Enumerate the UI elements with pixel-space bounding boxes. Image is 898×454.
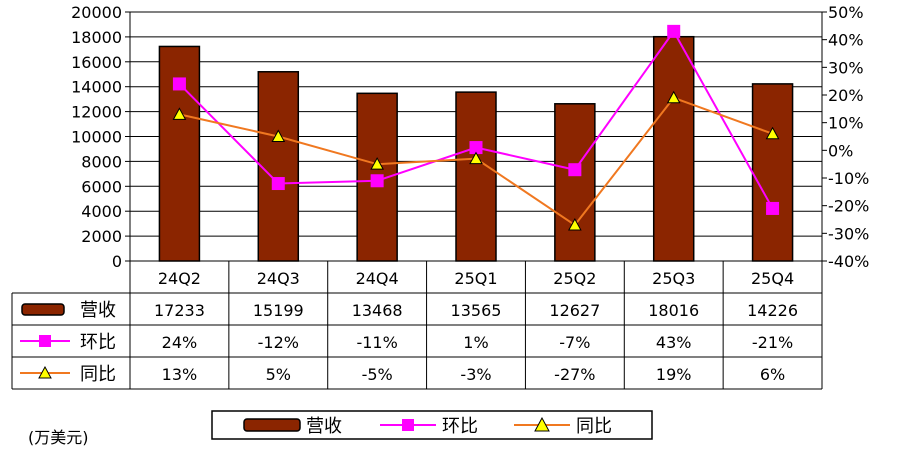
square-marker	[667, 24, 681, 38]
legend-key-marker	[38, 365, 52, 379]
right-tick-label: 30%	[828, 58, 864, 77]
bar	[257, 71, 300, 262]
table-value: 5%	[266, 365, 291, 384]
table-value: 15199	[253, 301, 304, 320]
legend-key-marker	[39, 335, 51, 347]
table-value: 14226	[747, 301, 798, 320]
left-tick-label: 16000	[71, 53, 122, 72]
right-tick-label: 20%	[828, 86, 864, 105]
left-tick-label: 10000	[71, 128, 122, 147]
square-marker	[370, 174, 384, 188]
table-value: -7%	[559, 333, 590, 352]
table-value: -11%	[356, 333, 397, 352]
triangle-marker	[370, 157, 384, 170]
category-label: 25Q4	[751, 269, 794, 288]
table-value: 13468	[352, 301, 403, 320]
table-value: -12%	[258, 333, 299, 352]
triangle-marker	[666, 90, 681, 104]
right-tick-label: -10%	[828, 169, 869, 188]
table-value: 13%	[162, 365, 198, 384]
left-tick-label: 12000	[71, 103, 122, 122]
bar	[652, 35, 695, 262]
right-tick-label: 40%	[828, 31, 864, 50]
left-tick-label: 14000	[71, 78, 122, 97]
triangle-marker	[271, 129, 286, 142]
legend-label: 同比	[576, 416, 612, 437]
table-value: -21%	[752, 333, 793, 352]
table-value: 1%	[463, 333, 488, 352]
triangle-marker	[568, 217, 582, 231]
left-tick-label: 4000	[81, 202, 122, 221]
table-value: 12627	[549, 301, 600, 320]
table-value: 6%	[760, 365, 785, 384]
triangle-marker	[469, 151, 483, 165]
category-label: 25Q1	[454, 269, 497, 288]
category-label: 24Q4	[356, 269, 399, 288]
legend-key-marker	[402, 419, 414, 431]
square-marker	[766, 201, 780, 215]
right-tick-label: 0%	[828, 141, 853, 160]
square-marker	[172, 77, 186, 91]
square-marker	[568, 163, 582, 177]
bar	[455, 91, 497, 262]
right-tick-label: -40%	[828, 252, 869, 271]
right-tick-label: 10%	[828, 114, 864, 133]
category-label: 24Q2	[158, 269, 201, 288]
table-value: -5%	[362, 365, 393, 384]
left-tick-label: 6000	[81, 177, 122, 196]
legend-key-bar	[21, 303, 65, 316]
series-name: 营收	[80, 300, 116, 321]
category-label: 24Q3	[257, 269, 300, 288]
triangle-marker	[765, 126, 780, 140]
legend-label: 营收	[306, 416, 342, 437]
unit-note: (万美元)	[28, 428, 89, 447]
right-tick-label: -20%	[828, 197, 869, 216]
table-value: -3%	[460, 365, 491, 384]
table-value: 43%	[656, 333, 692, 352]
square-marker	[271, 177, 285, 191]
legend-key-marker	[534, 416, 550, 432]
legend-key-bar	[243, 418, 301, 432]
triangle-marker	[172, 107, 187, 120]
table-value: 18016	[648, 301, 699, 320]
left-tick-label: 20000	[71, 3, 122, 22]
left-tick-label: 8000	[81, 152, 122, 171]
bar	[554, 103, 596, 262]
series-name: 同比	[80, 364, 116, 385]
right-tick-label: 50%	[828, 3, 864, 22]
category-label: 25Q2	[553, 269, 596, 288]
bar	[751, 83, 794, 262]
table-value: -27%	[554, 365, 595, 384]
left-tick-label: 2000	[81, 227, 122, 246]
legend-label: 环比	[442, 416, 478, 437]
category-label: 25Q3	[652, 269, 695, 288]
table-value: 17233	[154, 301, 205, 320]
series-name: 环比	[80, 332, 116, 353]
table-value: 13565	[451, 301, 502, 320]
left-tick-label: 18000	[71, 28, 122, 47]
table-value: 19%	[656, 365, 692, 384]
right-tick-label: -30%	[828, 224, 869, 243]
left-tick-label: 0	[112, 252, 122, 271]
table-value: 24%	[162, 333, 198, 352]
